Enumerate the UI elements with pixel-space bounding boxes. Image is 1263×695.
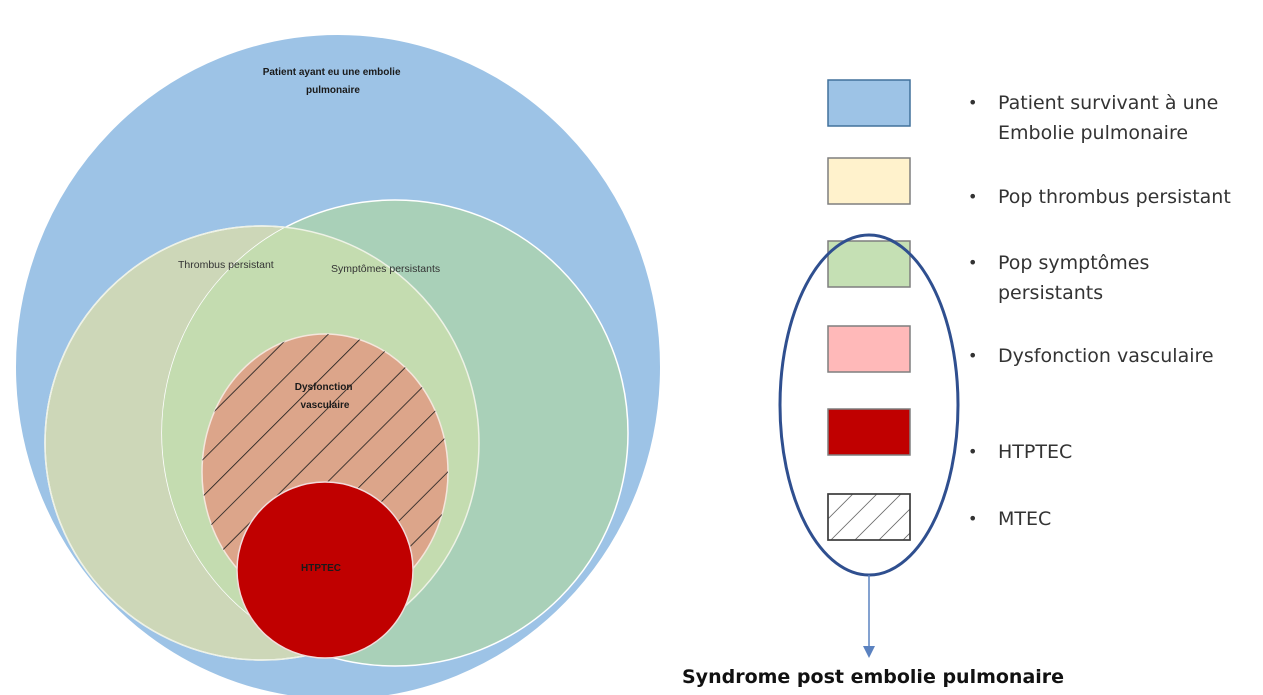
legend-bullet-5: • xyxy=(968,509,977,528)
legend-label-0: Patient survivant à une Embolie pulmonair… xyxy=(998,92,1218,144)
legend-swatch-4 xyxy=(827,408,911,456)
legend-label-4: HTPTEC xyxy=(998,441,1072,463)
legend-bullet-1: • xyxy=(968,187,977,206)
legend-label-3: Dysfonction vasculaire xyxy=(998,345,1214,367)
legend-swatch-hatch xyxy=(827,493,911,541)
legend-label-2: Pop symptômes persistants xyxy=(998,252,1149,304)
legend-swatch-3 xyxy=(827,325,911,373)
thrombus-outline xyxy=(44,225,480,661)
legend-label-1: Pop thrombus persistant xyxy=(998,186,1231,208)
symptomes-label: Symptômes persistants xyxy=(331,263,440,275)
legend-bullet-4: • xyxy=(968,442,977,461)
legend-swatch-0 xyxy=(827,79,911,127)
htptec-label: HTPTEC xyxy=(301,563,341,574)
dysfonction-label: Dysfonction vasculaire xyxy=(295,382,356,411)
syndrome-caption: Syndrome post embolie pulmonaire xyxy=(682,666,1064,688)
thrombus-label: Thrombus persistant xyxy=(178,259,274,271)
htptec-circle xyxy=(236,481,414,659)
legend-bullet-2: • xyxy=(968,253,977,272)
legend: • Patient survivant à une Embolie pulmonai… xyxy=(827,79,1231,541)
outer-label: Patient ayant eu une embolie pulmonaire xyxy=(263,67,404,96)
legend-bullet-0: • xyxy=(968,93,977,112)
legend-swatch-2 xyxy=(827,240,911,288)
legend-bullet-3: • xyxy=(968,346,977,365)
legend-swatch-1 xyxy=(827,157,911,205)
legend-label-5: MTEC xyxy=(998,508,1051,530)
